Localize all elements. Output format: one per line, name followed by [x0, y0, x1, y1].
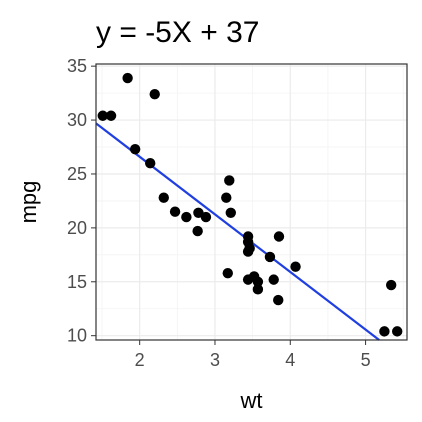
data-point	[252, 284, 264, 295]
data-point	[158, 192, 169, 203]
x-tick-label: 2	[135, 350, 145, 370]
data-point	[224, 175, 235, 186]
chart-title: y = -5X + 37	[96, 16, 259, 49]
x-axis: 2 3 4 5	[135, 340, 371, 370]
data-point	[385, 279, 397, 291]
data-point	[264, 251, 276, 263]
x-tick-label: 5	[361, 350, 371, 370]
data-point	[225, 207, 236, 218]
data-point	[122, 72, 133, 84]
data-point	[193, 207, 204, 218]
y-tick-label: 30	[67, 110, 87, 130]
data-point	[242, 231, 254, 242]
x-tick-label: 4	[285, 350, 295, 370]
data-point	[290, 261, 301, 272]
data-point	[379, 326, 390, 337]
data-point	[192, 225, 203, 237]
data-point	[181, 211, 192, 223]
data-point	[200, 211, 212, 223]
data-point	[145, 157, 156, 169]
y-tick-label: 15	[67, 272, 87, 292]
plot-panel-border	[95, 63, 408, 341]
data-points	[97, 72, 403, 337]
y-axis-title: mpg	[16, 181, 41, 224]
fit-line-layer	[95, 122, 380, 341]
x-tick-label: 3	[210, 350, 220, 370]
y-tick-label: 25	[67, 164, 87, 184]
y-tick-label: 35	[67, 56, 87, 76]
data-point	[252, 276, 264, 287]
regression-line	[95, 122, 380, 341]
data-point	[244, 243, 255, 254]
data-point	[105, 110, 117, 121]
data-point	[268, 274, 279, 285]
data-point	[97, 110, 108, 121]
x-axis-title: wt	[240, 388, 263, 413]
data-point	[392, 326, 403, 337]
data-point	[129, 143, 141, 155]
data-point	[149, 88, 160, 100]
data-point	[273, 294, 284, 306]
data-point	[273, 231, 285, 242]
y-axis: 10 15 20 25 30 35	[67, 56, 96, 346]
y-tick-label: 10	[67, 326, 87, 346]
plot-panel-background	[96, 64, 407, 340]
y-tick-label: 20	[67, 218, 87, 238]
data-point	[169, 206, 181, 217]
gridlines	[96, 64, 407, 340]
data-point	[222, 267, 233, 279]
data-point	[221, 192, 232, 203]
